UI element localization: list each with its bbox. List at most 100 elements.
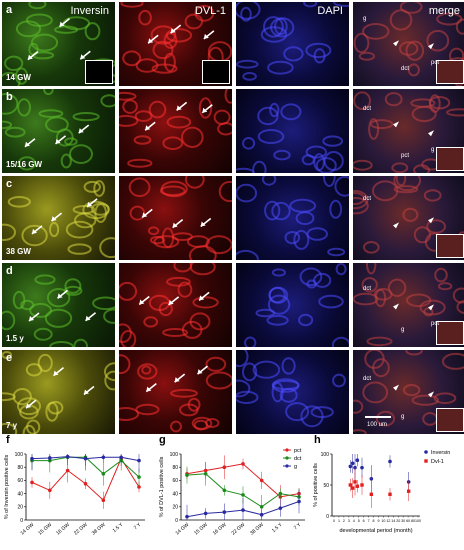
tubule-outline [353,399,364,414]
data-point [259,505,264,509]
x-tick-label: 60 [406,519,410,523]
tubule-outline [257,106,279,126]
tubule-outline [446,108,464,117]
legend-marker [424,450,428,454]
tubule-outline [255,308,276,318]
tubule-outline [264,200,281,221]
tubule-outline [402,207,419,222]
tubule-outline [271,378,300,393]
tubule-outline [73,338,88,347]
tubule-outline [315,157,337,173]
structure-label: pct [431,321,440,327]
tubule-outline [143,316,159,328]
scale-bar [365,416,391,418]
data-point [353,480,357,484]
x-tick-label: 15 GW [193,522,209,537]
data-point [222,488,227,493]
tubule-outline [393,185,419,194]
tubule-outline [422,412,438,426]
arrowhead-icon [428,304,434,311]
tubule-outline [153,235,180,249]
y-tick-label: 80 [172,465,178,471]
data-point [203,511,208,516]
tubule-outline [413,226,432,244]
x-tick-label: 1.5 Y [271,522,284,534]
tubule-outline [260,26,288,43]
tubule-outline [166,115,192,129]
tubule-outline [69,144,93,164]
micrograph-e-inversin: e 7 y [2,350,115,434]
y-tick-label: 60 [17,478,23,484]
panel-label: a [6,4,13,16]
panel-label: d [6,265,13,277]
tubule-outline [236,249,259,260]
tubule-outline [119,354,131,375]
structure-label: pct [431,60,440,66]
tubule-outline [135,403,160,416]
tubule-outline [362,241,380,254]
x-tick-label: 9 [377,519,379,523]
tubule-outline [366,336,393,347]
x-tick-label: 22 GW [231,522,247,537]
tubule-outline [159,185,186,197]
y-tick-label: 0 [20,518,23,524]
tubule-outline [300,405,324,428]
structure-label: pct [401,153,410,159]
tubule-outline [456,300,464,314]
tubule-outline [242,137,256,150]
tubule-outline [30,33,59,52]
tubule-outline [103,308,115,324]
tissue-texture [236,102,344,173]
y-tick-label: 100 [170,452,179,458]
y-tick-label: 60 [172,478,178,484]
tubule-outline [391,162,409,173]
x-tick-label: 14 GW [175,522,191,537]
panel-label: e [6,352,13,364]
tubule-outline [134,110,153,123]
arrowhead-icon [26,403,32,409]
arrowhead-icon [29,315,35,321]
tubule-outline [137,363,158,380]
data-point [101,498,106,502]
arrowhead-icon [393,384,399,391]
tubule-outline [25,363,43,377]
data-point [101,455,106,460]
tubule-outline [372,358,390,378]
tubule-outline [370,119,394,130]
arrowhead-icon [24,141,30,147]
tubule-outline [161,227,175,249]
tubule-outline [398,41,419,56]
data-point [388,459,392,464]
legend-label: dct [294,456,302,462]
structure-label: dct [363,106,372,112]
tubule-outline [368,118,380,140]
arrowhead-icon [83,389,89,395]
tissue-texture [119,263,219,347]
micrograph-b-dapi [236,89,349,173]
tubule-outline [72,112,100,122]
tubule-outline [194,4,215,22]
tubule-outline [306,227,329,241]
tissue-texture [120,2,232,74]
data-point [406,489,411,493]
tubule-outline [313,153,325,172]
arrowhead-icon [142,212,148,218]
tubule-outline [192,296,219,309]
x-tick-label: 2 [343,519,345,523]
data-point [388,492,392,496]
micrograph-a-dapi: DAPI [236,2,349,86]
data-point [369,492,374,496]
x-tick-label: 4 [353,519,355,523]
structure-label: dct [363,286,372,292]
zoom-inset [436,408,464,432]
tubule-outline [395,176,407,187]
tubule-outline [104,362,115,382]
tubule-outline [284,231,301,245]
tubule-outline [188,245,217,260]
tubule-outline [263,16,284,38]
tubule-outline [373,288,393,301]
tubule-outline [120,2,144,8]
data-point [137,458,141,463]
tubule-outline [65,220,94,239]
